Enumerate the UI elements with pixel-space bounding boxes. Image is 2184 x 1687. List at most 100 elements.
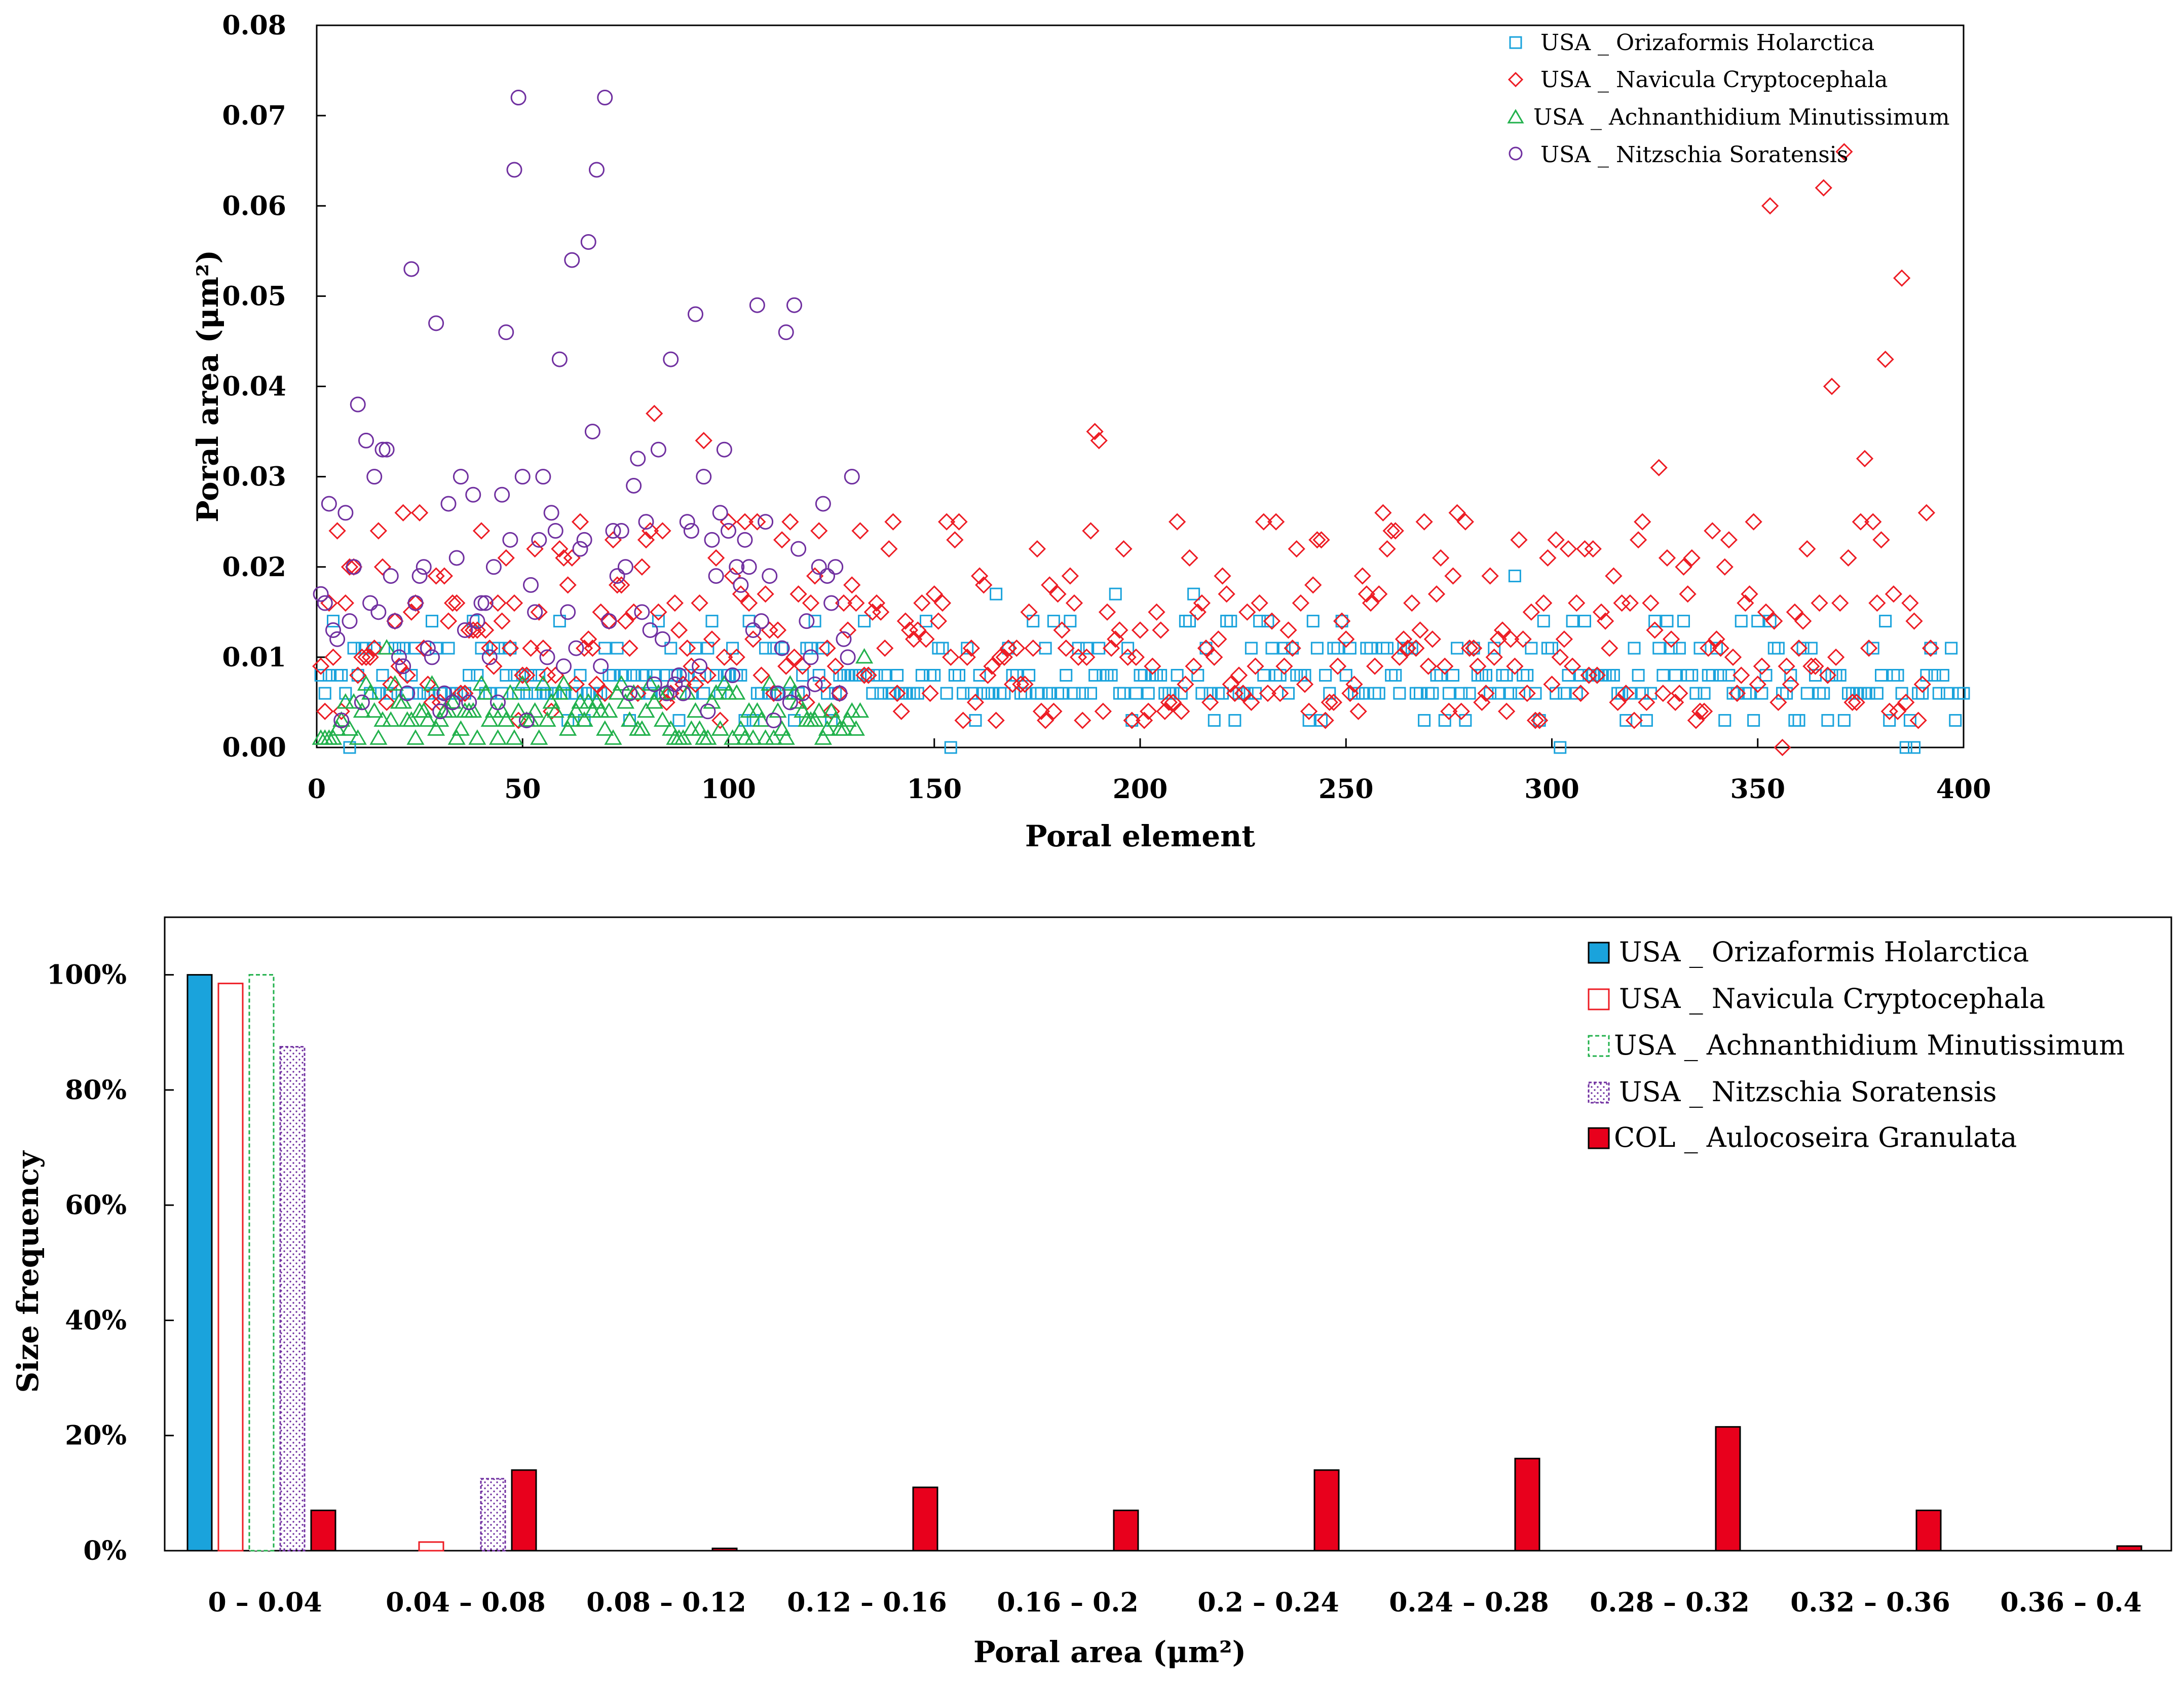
- scatter-point-navicula: [1741, 585, 1758, 603]
- scatter-point-nitzschia: [523, 577, 539, 593]
- scatter-point-orizaformis: [1138, 669, 1151, 682]
- scatter-point-achnanthidium: [526, 702, 544, 718]
- scatter-point-nitzschia: [350, 396, 366, 413]
- scatter-point-orizaformis: [1792, 714, 1805, 727]
- bar-x-tick-label: 0.24 – 0.28: [1389, 1587, 1549, 1618]
- scatter-point-orizaformis: [1550, 687, 1563, 700]
- scatter-point-orizaformis: [1014, 687, 1027, 700]
- scatter-point-orizaformis: [1546, 642, 1558, 655]
- scatter-point-nitzschia: [630, 451, 646, 467]
- scatter-point-nitzschia: [440, 496, 457, 512]
- scatter-point-orizaformis: [1673, 642, 1686, 655]
- scatter-point-orizaformis: [553, 615, 566, 628]
- scatter-point-navicula: [938, 513, 956, 531]
- scatter-point-orizaformis: [1850, 687, 1863, 700]
- scatter-point-navicula: [1300, 702, 1318, 720]
- scatter-point-nitzschia: [609, 568, 625, 584]
- scatter-point-navicula: [1008, 639, 1026, 657]
- scatter-point-navicula: [1551, 648, 1569, 666]
- scatter-point-achnanthidium: [488, 729, 507, 745]
- scatter-y-tick-label: 0.03: [222, 462, 286, 493]
- scatter-point-navicula: [1123, 711, 1141, 729]
- scatter-point-achnanthidium: [546, 702, 564, 718]
- scatter-point-orizaformis: [648, 669, 661, 682]
- scatter-point-orizaformis: [401, 687, 414, 700]
- bar-aulocoseira: [1715, 1426, 1741, 1552]
- scatter-point-navicula: [1242, 693, 1260, 711]
- scatter-point-achnanthidium: [447, 729, 466, 745]
- scatter-point-nitzschia: [531, 532, 547, 548]
- scatter-point-navicula: [1493, 621, 1512, 639]
- scatter-point-navicula: [1547, 531, 1565, 549]
- scatter-point-navicula: [1815, 179, 1832, 197]
- scatter-point-orizaformis: [887, 687, 899, 700]
- scatter-point-achnanthidium: [711, 720, 729, 736]
- scatter-point-orizaformis: [1755, 687, 1768, 700]
- scatter-point-navicula: [1769, 693, 1787, 711]
- scatter-point-nitzschia: [646, 676, 662, 692]
- scatter-point-navicula: [1860, 639, 1878, 657]
- scatter-point-navicula: [1045, 702, 1063, 720]
- scatter-point-orizaformis: [689, 642, 702, 655]
- scatter-point-navicula: [1901, 594, 1919, 612]
- scatter-point-orizaformis: [397, 642, 410, 655]
- scatter-point-navicula: [1576, 540, 1594, 558]
- scatter-point-nitzschia: [469, 613, 485, 629]
- scatter-point-orizaformis: [1199, 642, 1213, 655]
- bar-legend-item-nitzschia: USA _ Nitzschia Soratensis: [1588, 1076, 1997, 1108]
- scatter-point-nitzschia: [638, 514, 654, 530]
- scatter-point-navicula: [1247, 657, 1264, 675]
- scatter-point-achnanthidium: [554, 675, 573, 691]
- scatter-point-nitzschia: [490, 694, 506, 710]
- scatter-point-achnanthidium: [476, 684, 495, 700]
- scatter-point-orizaformis: [924, 669, 937, 682]
- scatter-point-navicula: [419, 676, 437, 693]
- bar-aulocoseira: [1915, 1509, 1942, 1552]
- scatter-point-nitzschia: [704, 532, 720, 548]
- scatter-point-orizaformis: [1903, 714, 1916, 727]
- scatter-point-navicula: [728, 648, 745, 666]
- scatter-point-orizaformis: [1043, 687, 1056, 700]
- scatter-point-navicula: [765, 685, 782, 702]
- scatter-point-navicula: [666, 594, 684, 612]
- scatter-point-orizaformis: [928, 669, 941, 682]
- scatter-point-nitzschia: [395, 658, 411, 674]
- scatter-point-orizaformis: [1442, 687, 1455, 700]
- scatter-point-navicula: [1078, 648, 1096, 666]
- scatter-point-navicula: [716, 648, 733, 666]
- scatter-point-orizaformis: [1224, 615, 1237, 628]
- scatter-point-orizaformis: [948, 669, 961, 682]
- scatter-point-achnanthidium: [501, 684, 519, 700]
- scatter-point-achnanthidium: [728, 684, 746, 700]
- scatter-point-achnanthidium: [773, 720, 791, 736]
- scatter-points: [312, 90, 1970, 757]
- scatter-point-orizaformis: [734, 669, 747, 682]
- scatter-point-navicula: [1872, 531, 1890, 549]
- scatter-point-navicula: [324, 648, 342, 666]
- scatter-point-navicula: [1617, 685, 1635, 702]
- scatter-point-nitzschia: [700, 703, 716, 720]
- scatter-point-orizaformis: [994, 687, 1007, 700]
- scatter-point-orizaformis: [1430, 669, 1443, 682]
- scatter-point-orizaformis: [1068, 687, 1081, 700]
- scatter-point-orizaformis: [500, 669, 513, 682]
- scatter-point-nitzschia: [453, 469, 469, 485]
- scatter-point-navicula: [1119, 648, 1137, 666]
- scatter-point-navicula: [1625, 711, 1643, 729]
- scatter-point-navicula: [588, 676, 606, 693]
- scatter-point-orizaformis: [1945, 642, 1958, 655]
- scatter-point-navicula: [1065, 594, 1083, 612]
- scatter-point-navicula: [551, 540, 569, 558]
- scatter-point-navicula: [1535, 594, 1553, 612]
- scatter-point-orizaformis: [1463, 687, 1476, 700]
- scatter-point-navicula: [1905, 612, 1923, 630]
- scatter-point-achnanthidium: [361, 684, 380, 700]
- scatter-point-orizaformis: [1570, 687, 1583, 700]
- scatter-y-tick-label: 0.08: [222, 10, 286, 41]
- scatter-point-orizaformis: [1669, 669, 1682, 682]
- scatter-point-orizaformis: [1747, 714, 1760, 727]
- scatter-point-navicula: [1601, 639, 1618, 657]
- scatter-point-orizaformis: [1179, 615, 1192, 628]
- bar-legend-label-aulocoseira: COL _ Aulocoseira Granulata: [1614, 1121, 2017, 1153]
- scatter-point-achnanthidium: [386, 675, 404, 691]
